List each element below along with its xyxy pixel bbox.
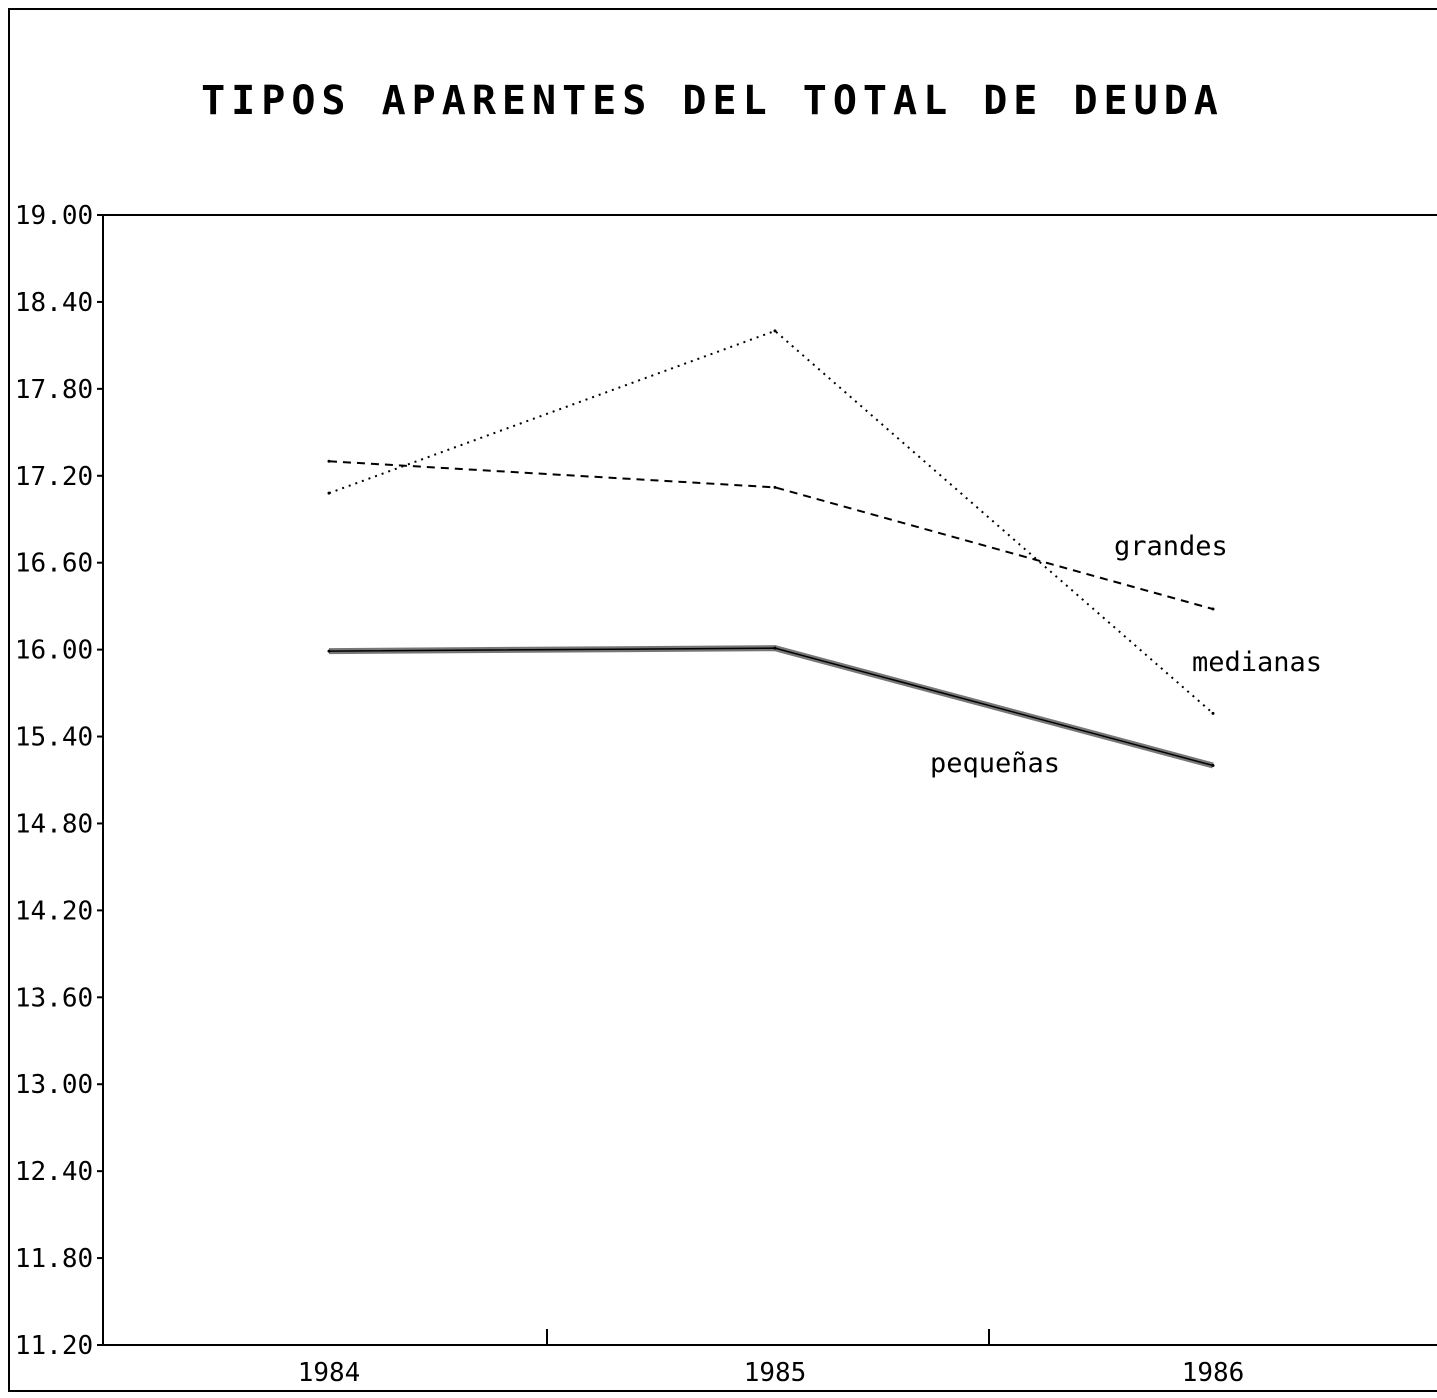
y-axis-ticks: 19.00 18.40 17.80 17.20 16.60 16.00 15.40 14.80…: [15, 201, 103, 1361]
y-tick-label: 13.00: [15, 1070, 93, 1100]
x-tick-label: 1984: [298, 1358, 361, 1388]
y-tick-label: 11.80: [15, 1244, 93, 1274]
series-lines: [327, 329, 1215, 769]
y-tick-label: 12.40: [15, 1157, 93, 1187]
data-point-medianas: [1211, 711, 1215, 715]
y-tick-label: 17.20: [15, 462, 93, 492]
x-axis-ticks: 1984 1985 1986: [298, 1329, 1245, 1388]
y-tick-label: 16.60: [15, 549, 93, 579]
data-point-grandes: [327, 459, 331, 463]
y-tick-label: 18.40: [15, 288, 93, 318]
x-tick-label: 1985: [744, 1358, 807, 1388]
y-tick-label: 13.60: [15, 983, 93, 1013]
axes: [102, 214, 1437, 1346]
y-tick-label: 14.80: [15, 809, 93, 839]
chart-title: TIPOS APARENTES DEL TOTAL DE DEUDA: [201, 78, 1224, 124]
series-label-medianas: medianas: [1192, 647, 1322, 678]
series-line-grandes: [328, 460, 1214, 611]
series-line-outline-pequeñas: [328, 647, 1214, 767]
series-line-pequeñas: [328, 645, 1214, 769]
data-point-grandes: [1211, 607, 1215, 611]
y-tick-label: 16.00: [15, 636, 93, 666]
data-point-pequeñas: [327, 649, 331, 653]
x-tick-label: 1986: [1182, 1358, 1245, 1388]
series-line-medianas: [328, 329, 1214, 715]
data-point-pequeñas: [1211, 764, 1215, 768]
series-label-pequeñas: pequeñas: [930, 748, 1060, 779]
data-point-medianas: [773, 329, 777, 333]
y-tick-label: 19.00: [15, 201, 93, 231]
data-point-grandes: [773, 485, 777, 489]
data-point-medianas: [327, 491, 331, 495]
y-tick-label: 17.80: [15, 375, 93, 405]
series-labels: grandes medianas pequeñas: [930, 531, 1322, 779]
y-tick-label: 15.40: [15, 723, 93, 753]
series-label-grandes: grandes: [1114, 531, 1228, 562]
chart-frame: [8, 8, 1437, 1392]
data-point-pequeñas: [773, 646, 777, 650]
y-tick-label: 11.20: [15, 1331, 93, 1361]
y-tick-label: 14.20: [15, 896, 93, 926]
